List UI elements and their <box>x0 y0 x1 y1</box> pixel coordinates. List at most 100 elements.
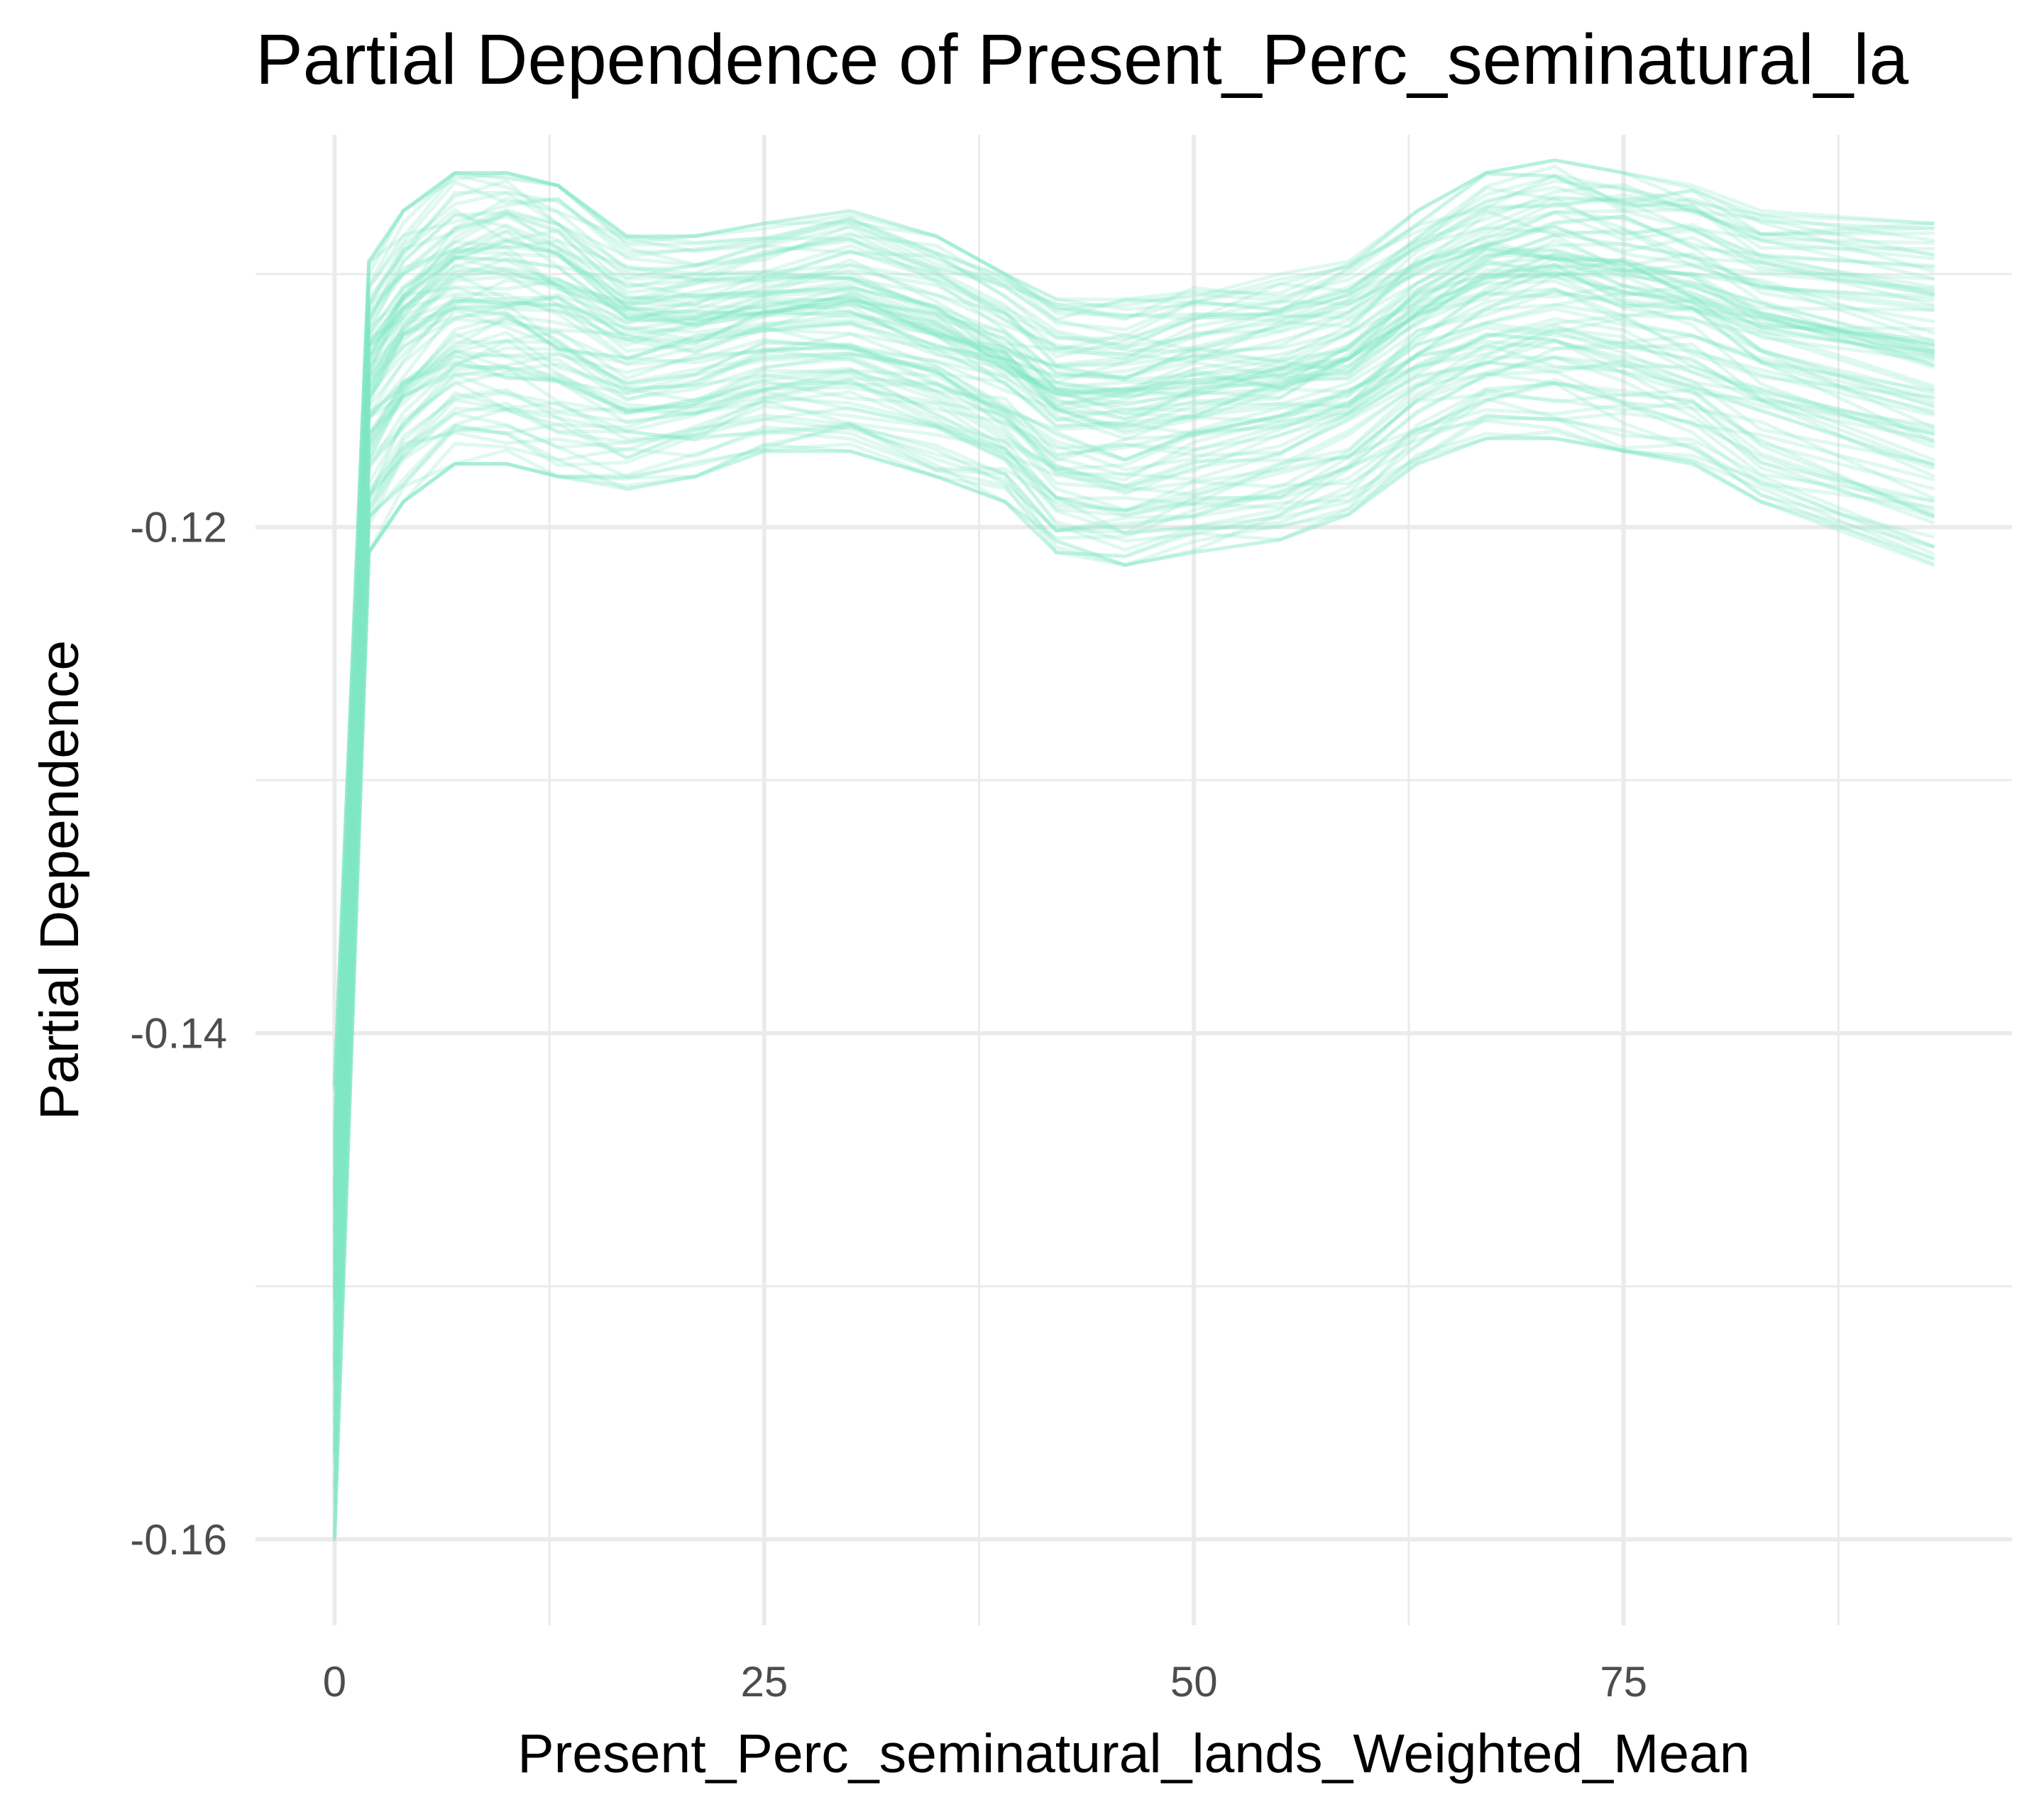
ice-line <box>332 243 1935 1208</box>
x-axis-title: Present_Perc_seminatural_lands_Weighted_… <box>517 1723 1749 1784</box>
y-axis-ticks: -0.12 -0.14 -0.16 <box>130 504 227 1564</box>
ice-line <box>332 287 1935 1307</box>
ice-line <box>332 287 1935 1287</box>
ice-line <box>332 238 1935 1241</box>
ice-line <box>332 274 1935 1266</box>
ice-line <box>332 334 1935 1378</box>
ice-line <box>332 257 1935 1267</box>
ice-line <box>332 355 1935 1454</box>
ice-line <box>332 326 1935 1382</box>
y-tick-label: -0.12 <box>130 504 227 551</box>
ice-line <box>332 263 1935 1292</box>
ice-line <box>332 171 1935 1112</box>
ice-line <box>332 432 1935 1542</box>
ice-line <box>332 437 1935 1539</box>
ice-line <box>332 289 1935 1321</box>
ice-line <box>332 356 1935 1427</box>
ice-line <box>332 307 1935 1363</box>
ice-line <box>332 381 1935 1487</box>
ice-line <box>332 201 1935 1190</box>
ice-line <box>332 256 1935 1208</box>
y-tick-label: -0.14 <box>130 1010 227 1058</box>
ice-line <box>332 399 1935 1493</box>
ice-line <box>332 339 1935 1385</box>
ice-line <box>332 209 1935 1170</box>
ice-line <box>332 164 1935 1163</box>
ice-line <box>332 252 1935 1235</box>
ice-line <box>332 239 1935 1214</box>
ice-line <box>332 272 1935 1281</box>
ice-line <box>332 226 1935 1186</box>
ice-line <box>332 263 1935 1256</box>
ice-line <box>332 353 1935 1368</box>
ice-line <box>332 314 1935 1362</box>
ice-line <box>332 437 1935 1542</box>
ice-line <box>332 361 1935 1456</box>
ice-line <box>332 211 1935 1193</box>
ice-line <box>332 381 1935 1506</box>
ice-line <box>332 343 1935 1378</box>
ice-line <box>332 173 1935 1092</box>
x-tick-label: 50 <box>1170 1658 1218 1706</box>
ice-line <box>332 209 1935 1224</box>
ice-line <box>332 397 1935 1508</box>
ice-line <box>332 224 1935 1185</box>
ice-line <box>332 344 1935 1383</box>
ice-line <box>332 290 1935 1290</box>
ice-line <box>332 333 1935 1405</box>
ice-line <box>332 247 1935 1236</box>
ice-line <box>332 179 1935 1160</box>
ice-line <box>332 171 1935 1086</box>
ice-line <box>332 278 1935 1288</box>
ice-line <box>332 171 1935 1092</box>
ice-line <box>332 378 1935 1444</box>
ice-line <box>332 406 1935 1453</box>
ice-line <box>332 158 1935 1087</box>
ice-line <box>332 264 1935 1300</box>
x-tick-label: 0 <box>323 1658 346 1706</box>
ice-line <box>332 175 1935 1148</box>
ice-line <box>332 239 1935 1256</box>
ice-line <box>332 331 1935 1363</box>
ice-line <box>332 248 1935 1270</box>
ice-line <box>332 234 1935 1206</box>
ice-line <box>332 195 1935 1196</box>
ice-line <box>332 242 1935 1234</box>
ice-line <box>332 283 1935 1289</box>
ice-line <box>332 209 1935 1202</box>
grid <box>256 135 2012 1625</box>
ice-line <box>332 261 1935 1294</box>
ice-lines <box>332 158 1935 1542</box>
ice-line <box>332 411 1935 1466</box>
ice-line <box>332 356 1935 1427</box>
ice-line <box>332 186 1935 1144</box>
ice-line <box>332 388 1935 1489</box>
ice-line <box>332 251 1935 1229</box>
ice-line <box>332 290 1935 1370</box>
ice-line <box>332 256 1935 1257</box>
ice-line <box>332 197 1935 1157</box>
ice-line <box>332 339 1935 1399</box>
ice-line <box>332 248 1935 1216</box>
ice-line <box>332 158 1935 1086</box>
y-tick-label: -0.16 <box>130 1516 227 1564</box>
ice-line <box>332 327 1935 1412</box>
ice-line <box>332 211 1935 1152</box>
ice-line <box>332 208 1935 1168</box>
ice-line <box>332 363 1935 1441</box>
ice-line <box>332 326 1935 1360</box>
ice-line <box>332 317 1935 1345</box>
ice-line <box>332 330 1935 1351</box>
y-axis-title: Partial Dependence <box>29 640 90 1120</box>
ice-line <box>332 381 1935 1464</box>
ice-line <box>332 270 1935 1327</box>
ice-line <box>332 369 1935 1454</box>
ice-line <box>332 232 1935 1234</box>
ice-line <box>332 173 1935 1129</box>
ice-line <box>332 275 1935 1244</box>
ice-line <box>332 182 1935 1141</box>
ice-line <box>332 323 1935 1327</box>
ice-line <box>332 417 1935 1542</box>
chart-title: Partial Dependence of Present_Perc_semin… <box>256 20 1909 99</box>
